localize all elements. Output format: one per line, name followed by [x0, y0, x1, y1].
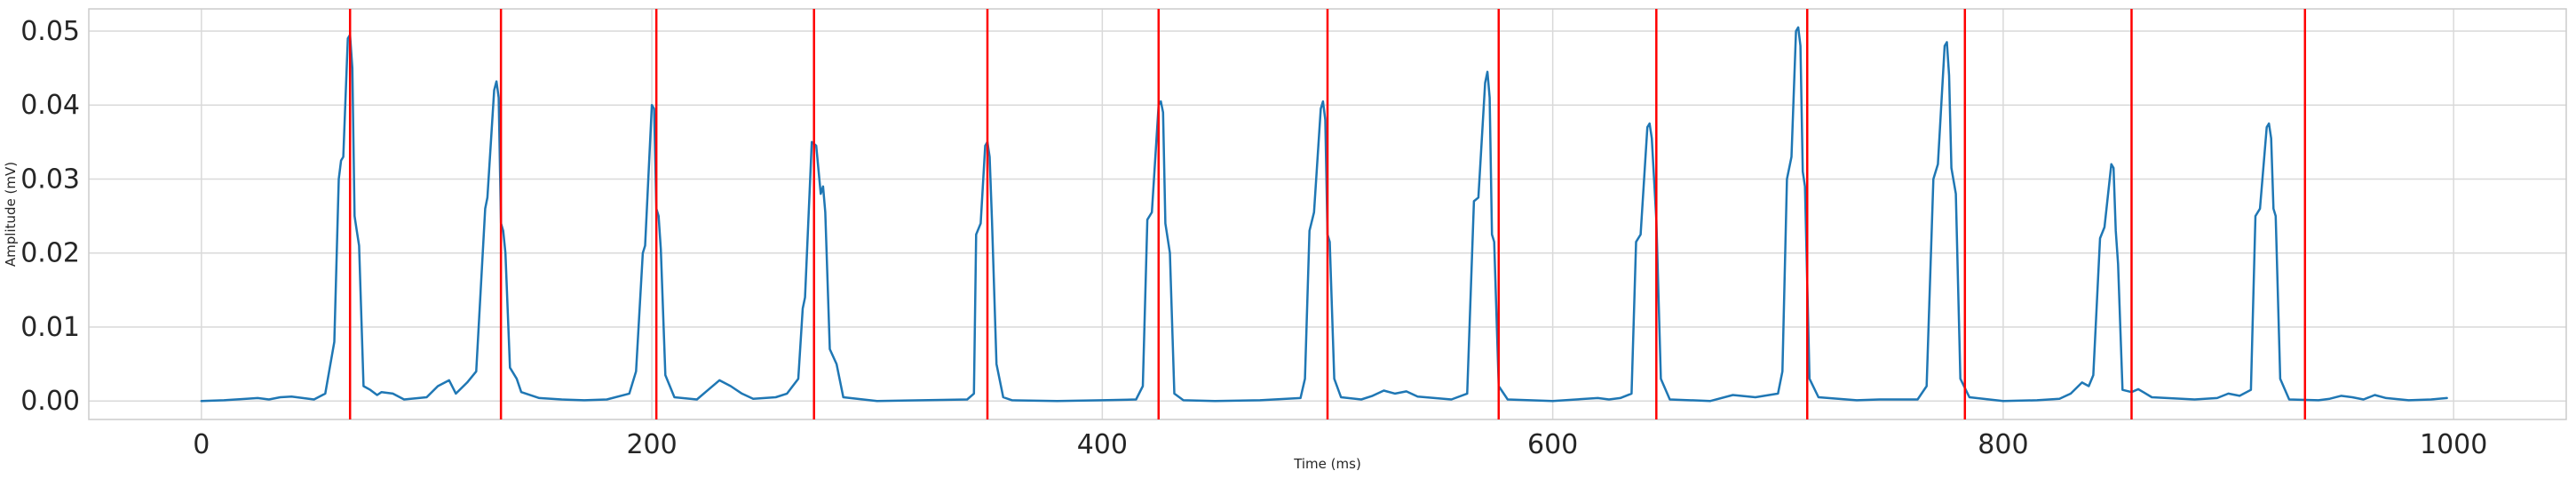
y-tick-label-3: 0.03 — [20, 164, 80, 195]
x-tick-label-3: 600 — [1527, 429, 1578, 460]
x-axis-label: Time (ms) — [1293, 456, 1361, 472]
y-tick-label-2: 0.02 — [20, 238, 80, 269]
x-tick-label-0: 0 — [193, 429, 210, 460]
signal-line — [200, 26, 2448, 403]
x-tick-label-1: 200 — [626, 429, 677, 460]
y-tick-label-5: 0.05 — [20, 16, 80, 47]
y-tick-labels: 0.00 0.01 0.02 0.03 0.04 0.05 — [20, 16, 80, 417]
signal-layer — [200, 26, 2448, 403]
y-axis-label: Amplitude (mV) — [3, 162, 19, 267]
x-tick-label-4: 800 — [1978, 429, 2028, 460]
y-tick-label-4: 0.04 — [20, 90, 80, 121]
y-tick-label-0: 0.00 — [20, 386, 80, 417]
marker-layer — [348, 9, 2307, 419]
x-tick-label-2: 400 — [1077, 429, 1128, 460]
y-tick-label-1: 0.01 — [20, 312, 80, 343]
x-tick-label-5: 1000 — [2420, 429, 2487, 460]
x-tick-labels: 0 200 400 600 800 1000 — [193, 429, 2487, 460]
